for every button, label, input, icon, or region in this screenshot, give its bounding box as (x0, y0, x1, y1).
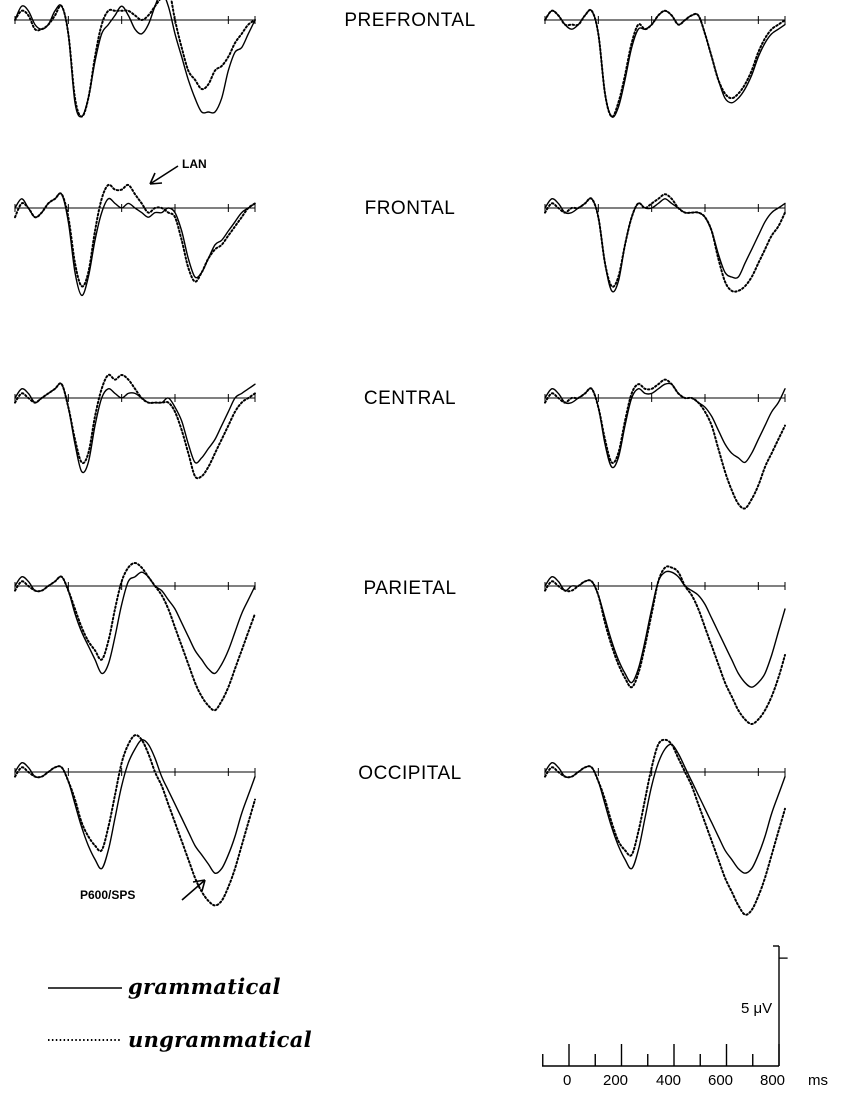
grammatical-waveform-parietal-left (14, 571, 256, 675)
grammatical-waveform-parietal-right (544, 570, 786, 688)
region-label-prefrontal: PREFRONTAL (344, 10, 476, 31)
time-tick-label-800: 800 (760, 1072, 786, 1089)
ungrammatical-waveform-central-right (544, 378, 786, 510)
p600-arrow-icon (181, 879, 206, 901)
ungrammatical-waveform-frontal-right (544, 193, 786, 293)
ungrammatical-waveform-parietal-right (544, 565, 786, 725)
lan-arrow-icon (149, 165, 179, 185)
ungrammatical-waveform-central-left (14, 373, 256, 480)
time-axis-unit: ms (808, 1072, 828, 1089)
grammatical-waveform-central-left (14, 382, 256, 474)
grammatical-waveform-occipital-right (544, 743, 786, 874)
region-label-frontal: FRONTAL (364, 198, 456, 219)
ungrammatical-waveform-prefrontal-left (14, 0, 256, 118)
legend-label-ungrammatical: ungrammatical (128, 1027, 312, 1052)
region-label-occipital: OCCIPITAL (358, 763, 462, 784)
time-tick-label-600: 600 (708, 1072, 734, 1089)
polarity-marker: − (778, 948, 789, 968)
region-label-parietal: PARIETAL (363, 578, 457, 599)
ungrammatical-waveform-parietal-left (14, 562, 256, 712)
time-tick-label-200: 200 (603, 1072, 629, 1089)
ungrammatical-waveform-occipital-left (14, 734, 256, 907)
grammatical-waveform-occipital-left (14, 738, 256, 875)
region-label-central: CENTRAL (363, 388, 457, 409)
grammatical-waveform-frontal-right (544, 197, 786, 293)
p600-annotation-label: P600/SPS (80, 888, 136, 902)
lan-annotation-label: LAN (182, 157, 207, 171)
time-tick-label-0: 0 (563, 1072, 572, 1089)
time-tick-label-400: 400 (656, 1072, 682, 1089)
scale-bar-label: 5 μV (741, 1000, 773, 1017)
ungrammatical-waveform-frontal-left (14, 183, 256, 288)
grammatical-waveform-prefrontal-left (14, 0, 256, 118)
legend-label-grammatical: grammatical (128, 974, 281, 999)
grammatical-waveform-prefrontal-right (544, 9, 786, 118)
ungrammatical-waveform-prefrontal-right (544, 8, 786, 118)
ungrammatical-waveform-occipital-right (544, 738, 786, 916)
